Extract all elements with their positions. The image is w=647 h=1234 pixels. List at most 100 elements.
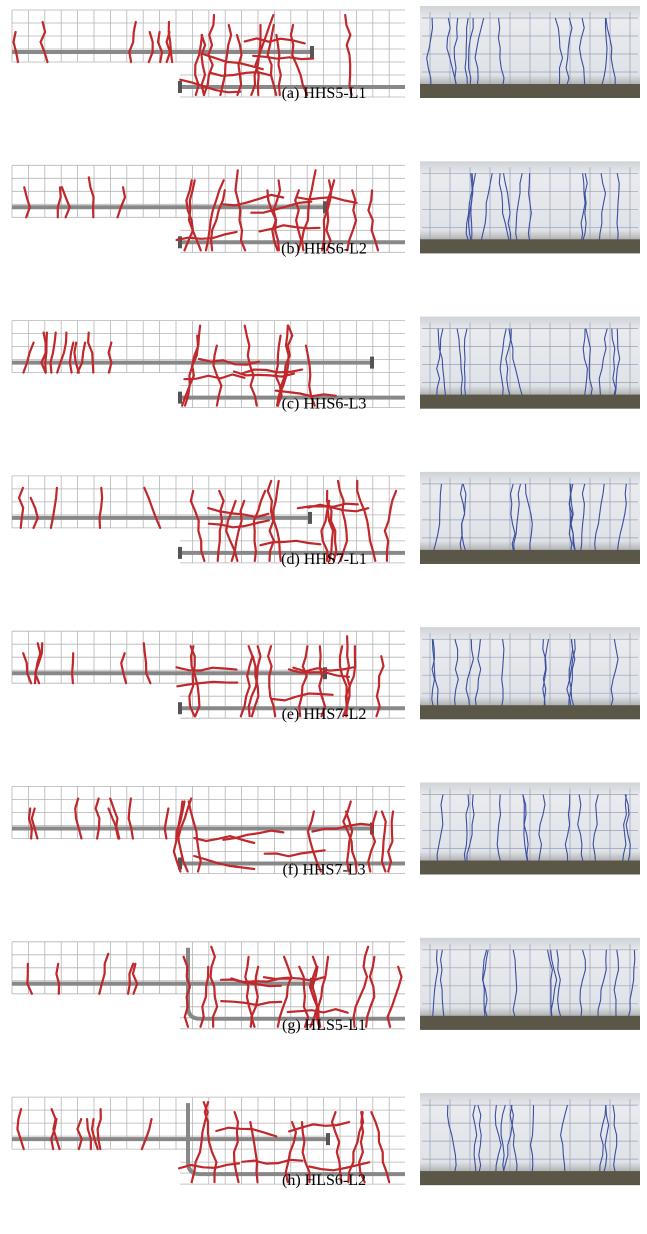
- crack: [292, 666, 355, 673]
- photo-crack: [482, 949, 489, 1020]
- crack-drawing: [11, 630, 405, 719]
- photo-crack: [512, 949, 518, 1020]
- crack: [220, 999, 283, 1007]
- caption: (a) HHS5-L1: [282, 85, 367, 102]
- crack: [189, 645, 201, 718]
- crack: [345, 645, 357, 718]
- crack: [367, 189, 380, 252]
- photo-crack: [546, 949, 553, 1020]
- photo-crack: [522, 794, 529, 865]
- crack: [235, 33, 243, 97]
- crack: [176, 800, 189, 873]
- photo-crack: [592, 794, 599, 865]
- crack: [193, 854, 256, 871]
- crack: [107, 341, 113, 374]
- photo-crack: [616, 173, 620, 244]
- photo-crack: [550, 949, 558, 1020]
- crack: [131, 962, 139, 995]
- specimen-photo: [420, 937, 640, 1030]
- crack: [275, 33, 282, 97]
- photo-crack: [556, 949, 563, 1020]
- crack: [234, 169, 247, 252]
- crack: [209, 945, 219, 1028]
- photo-crack: [542, 639, 547, 710]
- photo-crack: [566, 639, 576, 710]
- crack: [68, 341, 75, 374]
- crack: [127, 962, 135, 995]
- photo-crack: [602, 1105, 610, 1176]
- crack: [241, 1158, 304, 1165]
- photo-crack: [426, 17, 434, 89]
- crack: [74, 797, 83, 840]
- crack: [90, 1117, 99, 1151]
- crack: [183, 373, 246, 381]
- crack: [250, 23, 262, 97]
- specimen-photo: [420, 627, 640, 720]
- crack: [94, 797, 101, 840]
- crack-drawing: [11, 9, 405, 98]
- crack: [30, 807, 39, 840]
- crack: [208, 70, 271, 77]
- panel: (a) HHS5-L1: [11, 6, 640, 102]
- crack: [56, 331, 68, 374]
- crack: [70, 652, 75, 685]
- crack: [49, 486, 58, 529]
- crack: [167, 20, 174, 64]
- crack: [212, 344, 223, 407]
- photo-crack: [431, 639, 439, 710]
- crack: [266, 645, 277, 718]
- panel: (f) HHS7-L3: [11, 782, 640, 879]
- crack: [76, 1117, 83, 1151]
- photo-crack: [578, 17, 586, 89]
- panel: (e) HHS7-L2: [11, 627, 640, 723]
- crack: [109, 797, 120, 840]
- crack: [266, 189, 279, 252]
- crack: [178, 1162, 241, 1170]
- crack: [50, 1107, 61, 1151]
- crack: [188, 645, 196, 718]
- photo-crack: [609, 639, 619, 710]
- photo-crack: [432, 483, 443, 555]
- crack: [276, 955, 293, 1028]
- photo-crack: [431, 949, 439, 1020]
- crack: [26, 962, 33, 995]
- crack: [147, 30, 154, 64]
- caption: (c) HHS6-L3: [282, 396, 367, 413]
- photo-crack: [509, 483, 516, 554]
- crack: [298, 965, 310, 1028]
- crack: [163, 807, 170, 840]
- crack: [27, 807, 34, 840]
- rebar: [186, 1103, 405, 1177]
- photo-crack: [598, 173, 607, 244]
- photo-crack: [453, 17, 459, 89]
- panel: (d) HHS7-L1: [11, 471, 640, 568]
- photo-crack: [468, 17, 474, 89]
- photo-crack: [498, 173, 511, 244]
- crack: [16, 1107, 25, 1151]
- photo-crack: [554, 17, 564, 89]
- photo-floor: [420, 705, 640, 720]
- photo-crack: [470, 173, 474, 244]
- crack: [29, 496, 39, 529]
- crack: [370, 1110, 391, 1184]
- crack: [40, 331, 47, 374]
- photo-crack: [502, 1104, 513, 1176]
- crack: [60, 186, 71, 219]
- specimen-photo: [420, 316, 640, 409]
- crack: [318, 645, 327, 718]
- crack: [262, 976, 325, 982]
- photo-crack: [472, 1104, 478, 1176]
- caption: (d) HHS7-L1: [281, 551, 367, 568]
- crack: [356, 479, 377, 562]
- crack: [365, 955, 376, 1028]
- photo-crack: [510, 1104, 518, 1176]
- crack: [22, 341, 35, 374]
- photo-crack: [577, 794, 585, 865]
- photo-crack: [565, 17, 573, 89]
- photo-crack: [477, 1104, 482, 1176]
- photo-crack: [446, 1105, 457, 1176]
- photo-crack: [599, 1105, 607, 1176]
- photo-crack: [579, 483, 586, 554]
- crack: [128, 20, 137, 64]
- crack: [17, 486, 25, 529]
